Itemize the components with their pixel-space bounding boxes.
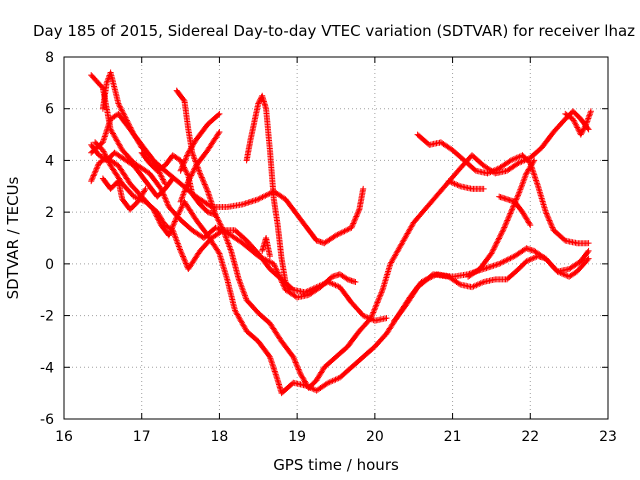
marks-layer	[88, 69, 594, 397]
data-point-markers	[173, 87, 592, 391]
y-tick-label: 4	[45, 153, 54, 169]
data-point-markers	[259, 235, 273, 260]
series-trace-14	[243, 92, 293, 293]
x-axis-label: GPS time / hours	[273, 456, 399, 474]
data-point-markers	[562, 108, 594, 138]
data-point-markers	[99, 175, 149, 213]
series-trace-13	[177, 128, 223, 205]
y-tick-label: 8	[45, 50, 54, 66]
x-tick-label: 23	[599, 429, 617, 445]
series-trace-7	[391, 253, 592, 324]
x-tick-label: 19	[288, 429, 306, 445]
x-tick-label: 22	[521, 429, 539, 445]
y-tick-label: -4	[40, 360, 54, 376]
series-trace-10	[496, 193, 534, 229]
x-tick-label: 20	[366, 429, 384, 445]
grid-layer	[64, 57, 608, 419]
data-point-markers	[243, 92, 293, 293]
data-point-markers	[138, 149, 219, 218]
series-trace-18	[99, 175, 149, 213]
data-point-markers	[88, 110, 367, 247]
x-tick-label: 21	[444, 429, 462, 445]
x-tick-label: 17	[133, 429, 151, 445]
data-point-markers	[391, 253, 592, 324]
series-trace-8	[445, 178, 487, 192]
axis-layer: 16 17 18 19 20 21 22 23 -6 -4 -2 0 2 4 6 8	[40, 50, 617, 445]
data-point-markers	[496, 193, 534, 229]
y-tick-label: 0	[45, 257, 54, 273]
series-trace-16	[88, 141, 176, 200]
x-tick-label: 16	[55, 429, 73, 445]
y-tick-label: -6	[40, 412, 54, 428]
series-trace-15	[259, 235, 273, 260]
x-tick-label: 18	[211, 429, 229, 445]
data-point-markers	[445, 178, 487, 192]
plot-frame	[63, 56, 609, 420]
series-trace-2	[88, 110, 367, 247]
series-trace-19	[138, 149, 219, 218]
y-axis-label: SDTVAR / TECUs	[4, 176, 22, 299]
series-trace-5	[173, 87, 592, 391]
y-tick-label: 2	[45, 205, 54, 221]
y-tick-label: -2	[40, 309, 54, 325]
y-tick-label: 6	[45, 102, 54, 118]
chart-title: Day 185 of 2015, Sidereal Day-to-day VTE…	[33, 22, 635, 40]
series-trace-11	[562, 108, 594, 138]
data-point-markers	[88, 141, 176, 200]
data-point-markers	[177, 128, 223, 205]
